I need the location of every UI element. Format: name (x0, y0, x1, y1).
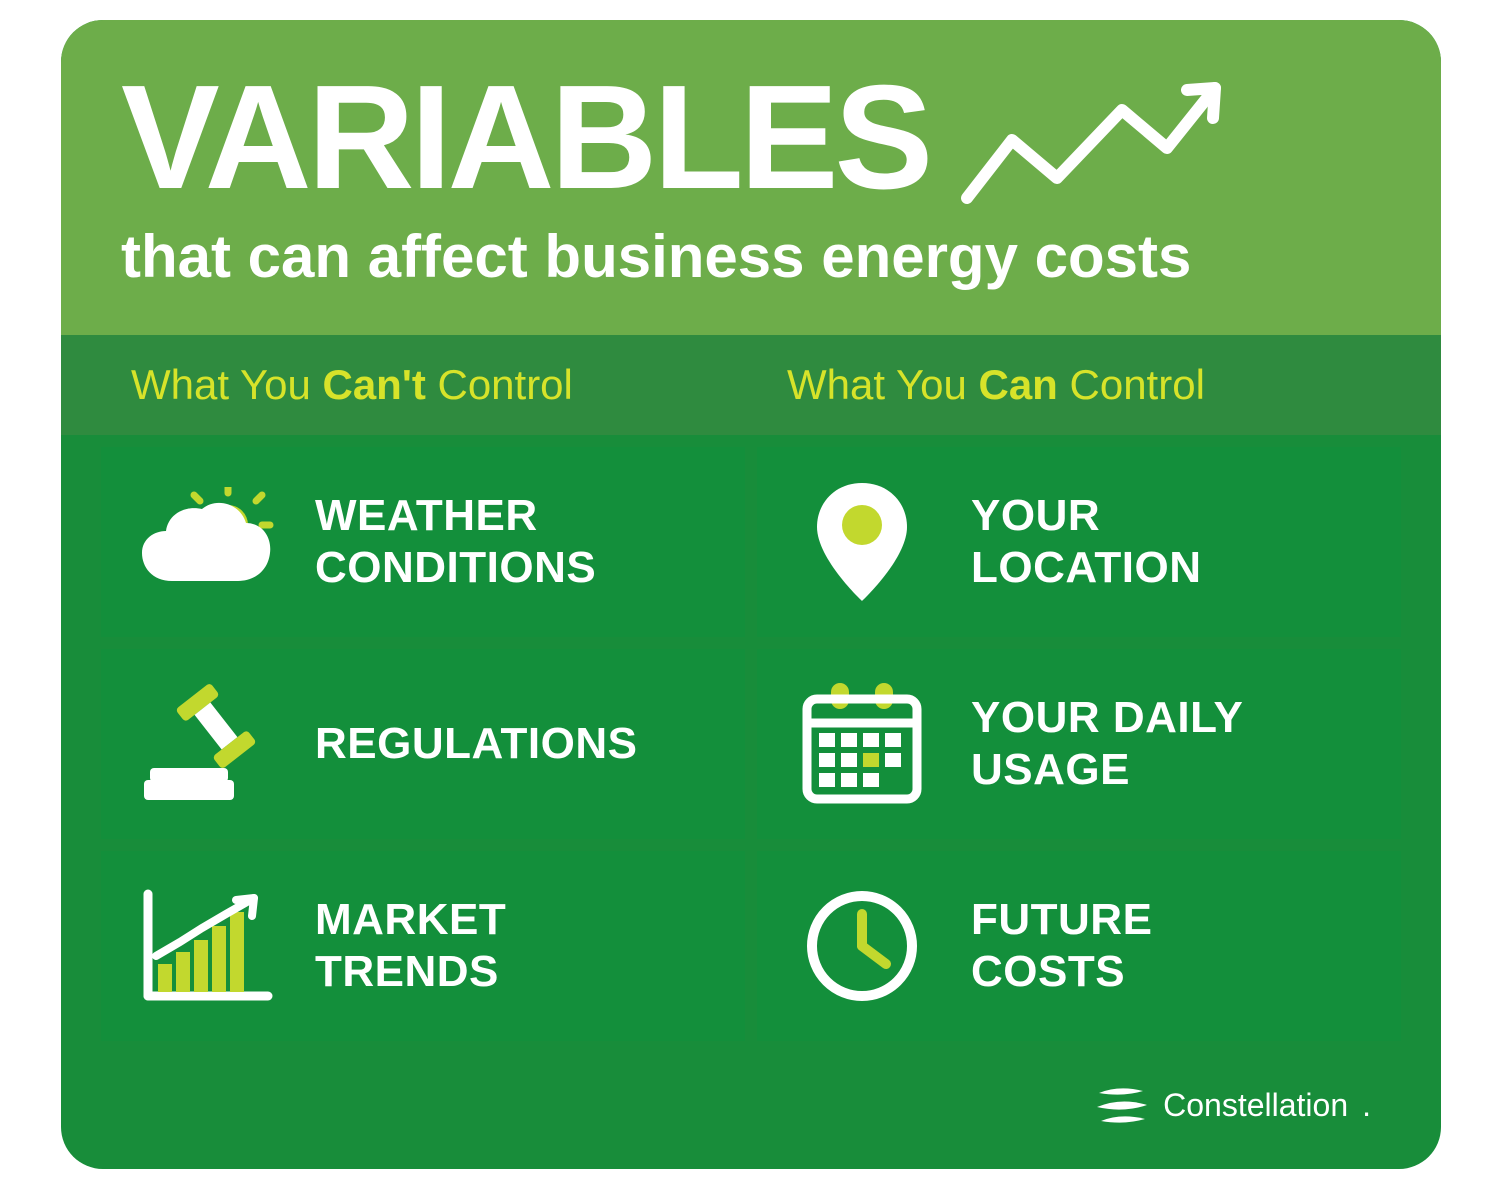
footer: Constellation. (61, 1041, 1441, 1169)
header-top-row: VARIABLES (121, 64, 1381, 212)
cell-label: YOUR DAILYUSAGE (971, 692, 1243, 796)
col-left-pre: What You (131, 361, 322, 408)
trend-arrow-icon (957, 68, 1257, 208)
cell-usage: YOUR DAILYUSAGE (757, 649, 1401, 839)
title-main: VARIABLES (121, 64, 929, 212)
cell-label: FUTURECOSTS (971, 894, 1152, 998)
cell-weather: WEATHERCONDITIONS (101, 447, 745, 637)
column-header-left: What You Can't Control (101, 335, 745, 435)
chart-icon (131, 881, 281, 1011)
calendar-icon (787, 679, 937, 809)
col-left-post: Control (426, 361, 573, 408)
gavel-icon (131, 679, 281, 809)
header: VARIABLES that can affect business energ… (61, 20, 1441, 335)
brand-logo: Constellation. (1095, 1083, 1371, 1127)
cell-label: YOURLOCATION (971, 490, 1202, 594)
col-left-bold: Can't (322, 361, 425, 408)
cell-market: MARKETTRENDS (101, 851, 745, 1041)
column-headers-row: What You Can't Control What You Can Cont… (61, 335, 1441, 435)
cell-location: YOURLOCATION (757, 447, 1401, 637)
cell-regulations: REGULATIONS (101, 649, 745, 839)
cell-label: REGULATIONS (315, 718, 637, 770)
brand-text: Constellation (1163, 1087, 1348, 1124)
clock-icon (787, 881, 937, 1011)
subtitle: that can affect business energy costs (121, 222, 1381, 291)
location-icon (787, 477, 937, 607)
column-header-right: What You Can Control (757, 335, 1401, 435)
constellation-mark-icon (1095, 1083, 1149, 1127)
grid: WEATHERCONDITIONS YOURLOCATION (61, 435, 1441, 1041)
cell-future: FUTURECOSTS (757, 851, 1401, 1041)
brand-period: . (1362, 1087, 1371, 1124)
col-right-pre: What You (787, 361, 978, 408)
cell-label: MARKETTRENDS (315, 894, 506, 998)
col-right-bold: Can (978, 361, 1057, 408)
weather-icon (131, 477, 281, 607)
col-right-post: Control (1058, 361, 1205, 408)
cell-label: WEATHERCONDITIONS (315, 490, 596, 594)
infographic-card: VARIABLES that can affect business energ… (61, 20, 1441, 1169)
